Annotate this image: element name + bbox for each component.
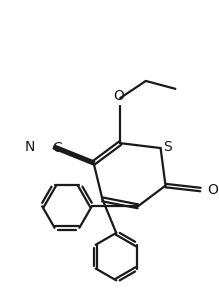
Text: S: S (163, 140, 172, 154)
Text: O: O (207, 182, 218, 196)
Text: N: N (24, 140, 35, 154)
Text: C: C (52, 141, 62, 155)
Text: O: O (114, 89, 125, 103)
